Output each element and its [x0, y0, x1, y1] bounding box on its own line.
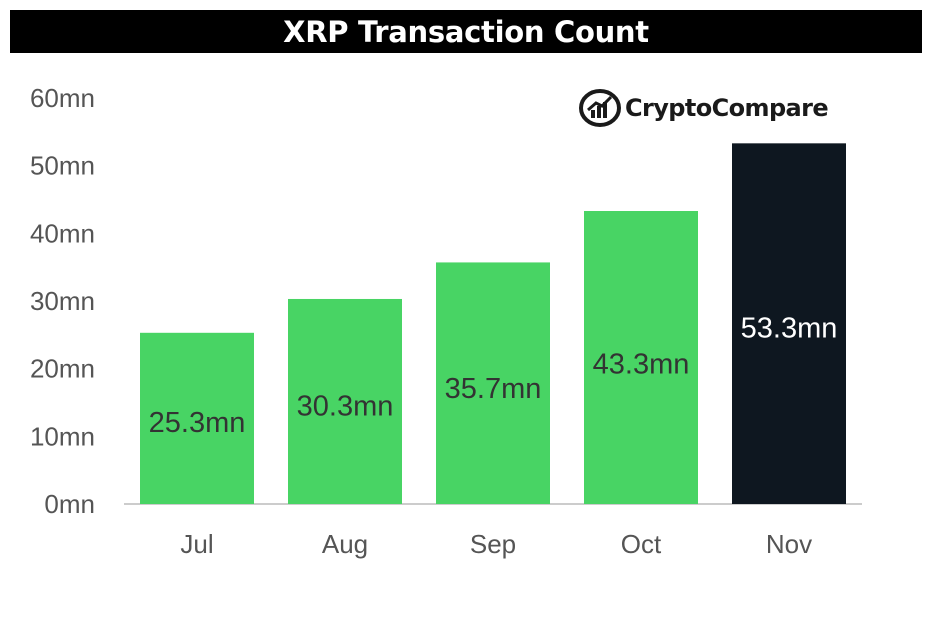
- chart-title: XRP Transaction Count: [283, 14, 649, 49]
- x-tick-label: Jul: [180, 529, 213, 559]
- y-tick-label: 50mn: [30, 151, 95, 181]
- cryptocompare-logo-icon: [579, 89, 621, 127]
- y-tick-label: 10mn: [30, 421, 95, 451]
- x-tick-label: Aug: [322, 529, 368, 559]
- y-tick-label: 20mn: [30, 354, 95, 384]
- chart-title-bar: XRP Transaction Count: [10, 10, 922, 53]
- bar: [584, 211, 698, 504]
- x-tick-label: Oct: [621, 529, 662, 559]
- data-label: 35.7mn: [445, 373, 542, 405]
- y-tick-label: 60mn: [30, 83, 95, 113]
- y-tick-label: 0mn: [44, 489, 95, 519]
- data-label: 30.3mn: [297, 391, 394, 423]
- data-label: 25.3mn: [149, 407, 246, 439]
- x-tick-label: Sep: [470, 529, 516, 559]
- y-tick-label: 30mn: [30, 286, 95, 316]
- x-tick-label: Nov: [766, 529, 812, 559]
- bar: [436, 262, 550, 504]
- bar: [732, 143, 846, 504]
- cryptocompare-logo: CryptoCompare: [578, 86, 829, 130]
- y-tick-label: 40mn: [30, 218, 95, 248]
- bar: [140, 332, 254, 504]
- bar: [288, 298, 402, 504]
- data-label: 43.3mn: [593, 348, 690, 380]
- data-label: 53.3mn: [741, 312, 838, 344]
- logo-text: CryptoCompare: [625, 94, 829, 122]
